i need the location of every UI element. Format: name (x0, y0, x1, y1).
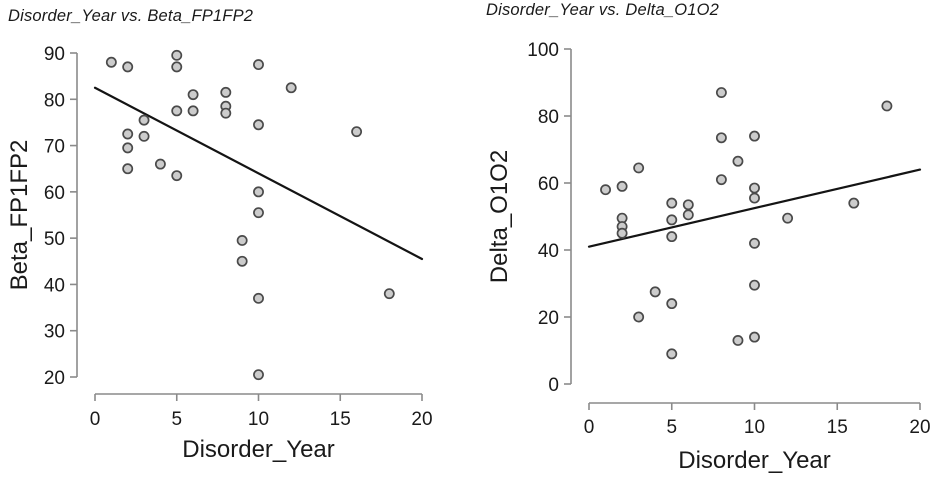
data-point (749, 279, 760, 291)
data-point (122, 163, 134, 175)
data-point (666, 214, 678, 226)
data-point (171, 170, 183, 182)
y-tick-label: 40 (538, 241, 559, 262)
data-point (236, 255, 248, 267)
y-tick-label: 20 (44, 368, 65, 389)
chart-delta-o1o2: Disorder_Year vs. Delta_O1O2020406080100… (486, 1, 931, 474)
data-point (749, 130, 760, 142)
x-axis-label: Disorder_Year (678, 447, 831, 474)
data-point (749, 331, 760, 343)
data-point (600, 184, 612, 196)
x-tick-label: 15 (827, 417, 848, 438)
y-tick-label: 0 (548, 375, 559, 396)
data-point (220, 86, 232, 98)
y-tick-label: 90 (44, 44, 65, 65)
y-axis-label: Beta_FP1FP2 (6, 140, 33, 291)
data-point (633, 162, 645, 174)
trend-line (587, 168, 922, 248)
y-tick-label: 30 (44, 322, 65, 343)
x-tick-label: 15 (330, 409, 351, 430)
y-tick-label: 80 (538, 107, 559, 128)
x-tick-label: 10 (248, 409, 269, 430)
data-point (171, 105, 183, 117)
data-point (666, 231, 678, 243)
data-point (253, 59, 264, 71)
data-point (732, 155, 744, 167)
data-point (749, 182, 760, 194)
data-point (666, 298, 678, 310)
data-point (749, 192, 760, 204)
data-point (649, 286, 661, 298)
data-point (187, 89, 199, 101)
data-point (253, 292, 264, 304)
data-point (616, 227, 628, 239)
chart-beta-fp1fp2: Disorder_Year vs. Beta_FP1FP220304050607… (6, 7, 433, 463)
data-point (138, 130, 150, 142)
data-point (187, 105, 199, 117)
y-axis-label: Delta_O1O2 (486, 150, 513, 283)
data-point (122, 142, 134, 154)
data-point (848, 197, 860, 209)
chart-title: Disorder_Year vs. Delta_O1O2 (486, 1, 719, 19)
data-point (122, 61, 134, 73)
data-point (171, 49, 183, 61)
x-tick-label: 10 (744, 417, 765, 438)
data-point (171, 61, 183, 73)
data-point (715, 174, 727, 186)
data-point (782, 212, 794, 224)
x-tick-label: 0 (584, 417, 595, 438)
x-tick-label: 20 (909, 417, 930, 438)
data-point (666, 348, 678, 360)
x-tick-label: 0 (90, 409, 101, 430)
data-point (881, 100, 893, 112)
data-point (715, 132, 727, 144)
y-tick-label: 80 (44, 90, 65, 111)
y-tick-label: 50 (44, 229, 65, 250)
data-point (122, 128, 134, 140)
data-point (253, 207, 264, 219)
data-point (236, 235, 248, 246)
data-point (666, 197, 678, 209)
trend-line (93, 86, 424, 261)
data-point (732, 335, 744, 346)
y-tick-label: 70 (44, 137, 65, 158)
data-point (633, 311, 645, 323)
data-point (715, 87, 727, 99)
chart-title: Disorder_Year vs. Beta_FP1FP2 (8, 7, 253, 25)
y-tick-label: 60 (44, 183, 65, 204)
x-axis-label: Disorder_Year (182, 436, 335, 463)
data-point (383, 288, 395, 300)
y-tick-label: 40 (44, 275, 65, 296)
data-point (285, 82, 297, 94)
data-point (253, 119, 264, 131)
data-point (105, 56, 117, 68)
data-point (154, 158, 166, 170)
y-tick-label: 100 (527, 40, 559, 61)
data-point (351, 126, 363, 138)
data-point (682, 199, 694, 211)
x-tick-label: 5 (666, 417, 677, 438)
data-point (253, 186, 264, 198)
data-point (616, 180, 628, 192)
data-point (138, 114, 150, 126)
data-point (253, 369, 264, 381)
x-tick-label: 5 (171, 409, 182, 430)
x-tick-label: 20 (411, 409, 432, 430)
data-point (682, 209, 694, 221)
data-point (749, 237, 760, 249)
y-tick-label: 60 (538, 174, 559, 195)
data-point (220, 107, 232, 119)
y-tick-label: 20 (538, 308, 559, 329)
